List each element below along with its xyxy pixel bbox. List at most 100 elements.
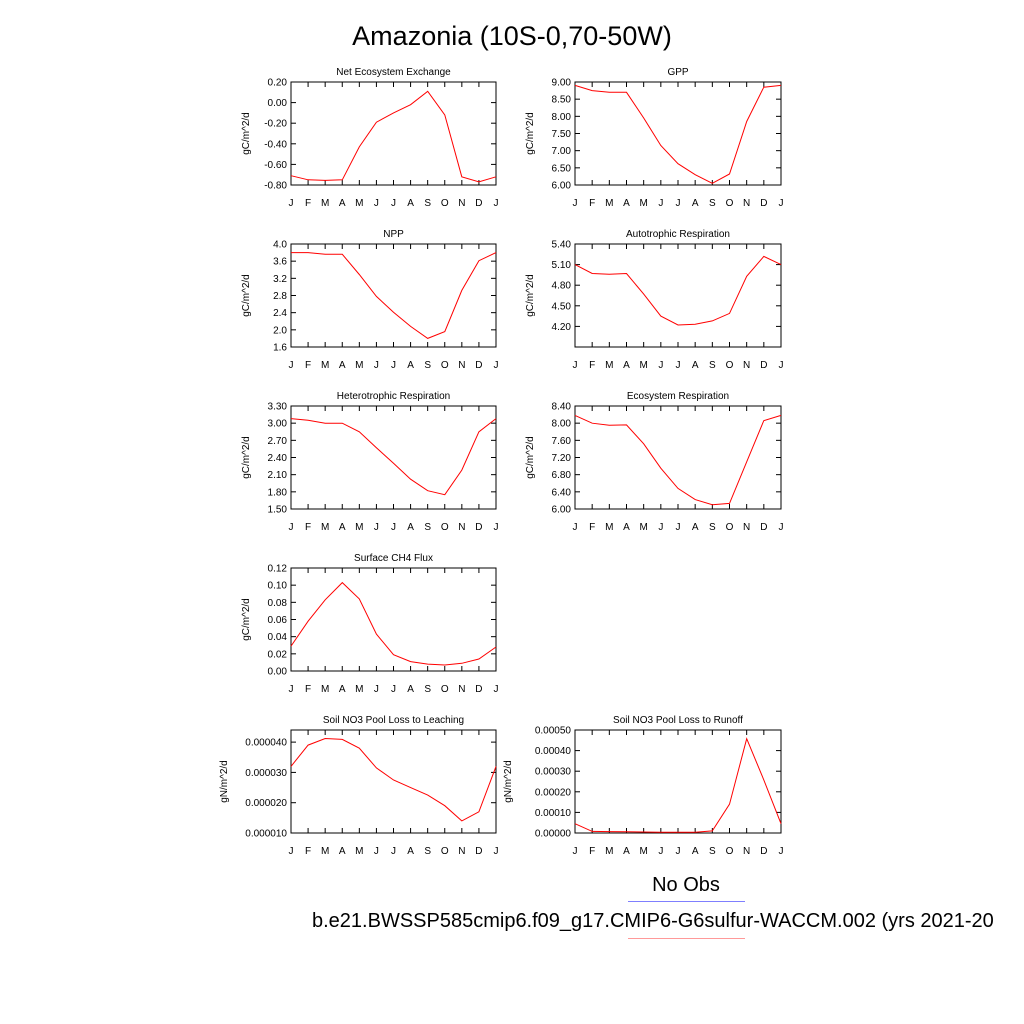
x-tick-label: M: [321, 522, 329, 533]
x-tick-label: D: [760, 522, 767, 533]
x-tick-label: N: [458, 684, 465, 695]
y-tick-label: 0.08: [268, 598, 288, 609]
plot-frame: [574, 729, 782, 834]
figure-title: Amazonia (10S-0,70-50W): [352, 21, 672, 51]
y-tick-label: 2.40: [268, 453, 288, 464]
x-tick-label: M: [321, 198, 329, 209]
series-line: [574, 255, 782, 326]
x-tick-label: M: [355, 684, 363, 695]
x-tick-label: J: [374, 684, 379, 695]
x-tick-label: J: [573, 522, 578, 533]
x-tick-label: A: [407, 360, 414, 371]
y-tick-label: 0.000040: [245, 738, 287, 749]
x-tick-label: S: [424, 846, 431, 857]
x-tick-label: J: [779, 198, 784, 209]
x-tick-label: A: [407, 684, 414, 695]
x-tick-label: A: [407, 846, 414, 857]
x-tick-label: J: [779, 360, 784, 371]
panel-title: GPP: [667, 67, 688, 78]
y-tick-label: -0.40: [264, 139, 287, 150]
series-line: [290, 90, 497, 183]
y-tick-label: 3.30: [268, 402, 288, 413]
x-tick-label: J: [676, 846, 681, 857]
x-tick-label: A: [339, 846, 346, 857]
x-tick-label: M: [639, 522, 647, 533]
x-tick-label: J: [374, 522, 379, 533]
x-tick-label: J: [676, 522, 681, 533]
x-tick-label: J: [494, 684, 499, 695]
y-tick-label: 0.000020: [245, 798, 287, 809]
x-tick-label: F: [305, 684, 311, 695]
x-tick-label: F: [589, 360, 595, 371]
x-tick-label: A: [407, 198, 414, 209]
x-tick-label: N: [458, 522, 465, 533]
x-tick-label: A: [692, 522, 699, 533]
x-tick-label: D: [760, 846, 767, 857]
panels-group: Net Ecosystem Exchange 0.20 0.00 -0.20 -0.40…: [219, 67, 784, 857]
x-tick-label: N: [743, 198, 750, 209]
chart-panel: Soil NO3 Pool Loss to Runoff 0.00050 0.000…: [503, 715, 784, 857]
x-tick-label: A: [339, 198, 346, 209]
y-tick-label: 0.06: [268, 615, 288, 626]
x-tick-label: F: [305, 360, 311, 371]
x-tick-label: J: [494, 360, 499, 371]
x-tick-label: M: [321, 360, 329, 371]
x-tick-label: M: [605, 522, 613, 533]
x-tick-label: J: [658, 198, 663, 209]
chart-panel: Net Ecosystem Exchange 0.20 0.00 -0.20 -0.40…: [241, 67, 499, 209]
chart-panel: Surface CH4 Flux 0.12 0.10 0.08 0.06 0.04 0.02…: [241, 553, 499, 695]
panel-title: Soil NO3 Pool Loss to Leaching: [323, 715, 464, 726]
x-tick-label: F: [589, 522, 595, 533]
y-tick-label: 8.00: [552, 419, 572, 430]
x-tick-label: J: [374, 846, 379, 857]
x-tick-label: F: [305, 198, 311, 209]
x-tick-label: M: [605, 198, 613, 209]
y-axis-label: gC/m^2/d: [241, 436, 252, 479]
y-tick-label: 0.00050: [535, 726, 572, 737]
plot-frame: [290, 567, 497, 672]
x-tick-label: M: [639, 846, 647, 857]
y-tick-label: -0.20: [264, 119, 287, 130]
plot-frame: [290, 405, 497, 510]
y-tick-label: 2.0: [273, 325, 287, 336]
panel-title: Surface CH4 Flux: [354, 553, 433, 564]
x-tick-label: S: [709, 846, 716, 857]
y-tick-label: 0.00: [268, 667, 288, 678]
y-tick-label: 7.60: [552, 436, 572, 447]
x-tick-label: N: [743, 846, 750, 857]
y-tick-label: 1.6: [273, 343, 287, 354]
x-tick-label: A: [692, 846, 699, 857]
y-tick-label: 6.00: [552, 181, 572, 192]
x-tick-label: J: [573, 198, 578, 209]
plot-frame: [290, 81, 497, 186]
y-tick-label: 0.04: [268, 632, 288, 643]
panel-title: Heterotrophic Respiration: [337, 391, 450, 402]
y-tick-label: 3.6: [273, 257, 287, 268]
y-axis-label: gC/m^2/d: [525, 436, 536, 479]
x-tick-label: J: [289, 684, 294, 695]
y-tick-label: 1.80: [268, 487, 288, 498]
y-tick-label: 4.50: [552, 301, 572, 312]
series-line: [574, 737, 782, 833]
x-tick-label: J: [494, 198, 499, 209]
x-tick-label: M: [355, 360, 363, 371]
x-tick-label: S: [424, 522, 431, 533]
chart-panel: Heterotrophic Respiration 3.30 3.00 2.70 2.4…: [241, 391, 499, 533]
y-tick-label: 6.00: [552, 505, 572, 516]
y-tick-label: 8.50: [552, 95, 572, 106]
y-tick-label: 4.80: [552, 281, 572, 292]
x-tick-label: M: [321, 846, 329, 857]
x-tick-label: A: [339, 684, 346, 695]
y-tick-label: 3.2: [273, 274, 287, 285]
x-tick-label: A: [692, 198, 699, 209]
y-tick-label: 8.00: [552, 112, 572, 123]
x-tick-label: D: [475, 360, 482, 371]
panel-title: NPP: [383, 229, 404, 240]
x-tick-label: A: [623, 522, 630, 533]
x-tick-label: D: [475, 198, 482, 209]
series-line: [574, 414, 782, 506]
y-tick-label: 0.00000: [535, 829, 572, 840]
x-tick-label: M: [605, 360, 613, 371]
chart-panel: Soil NO3 Pool Loss to Leaching 0.000040 0.…: [219, 715, 499, 857]
